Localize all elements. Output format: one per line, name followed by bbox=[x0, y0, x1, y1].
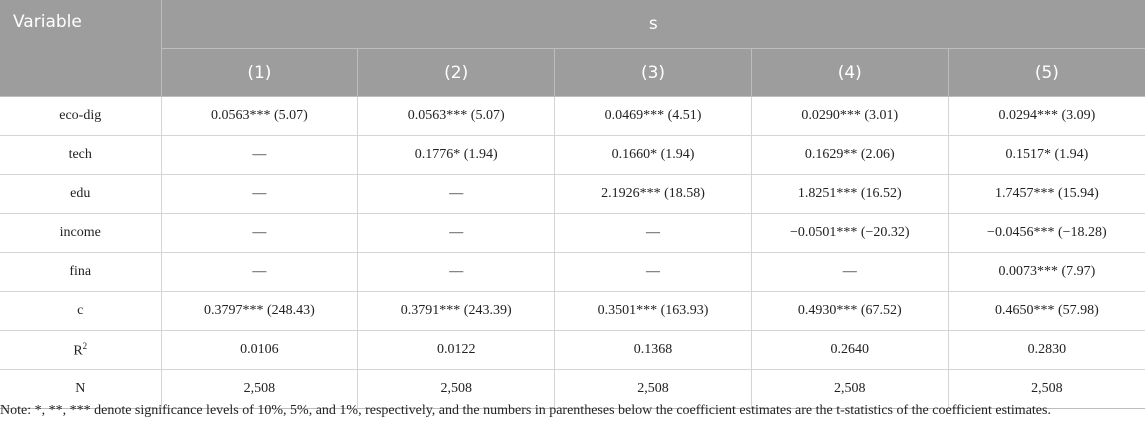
table-cell: — bbox=[161, 135, 359, 175]
table-cell: 0.0469*** (4.51) bbox=[554, 96, 752, 136]
table-cell: — bbox=[554, 252, 752, 292]
row-variable-name: tech bbox=[0, 135, 162, 175]
table-row: N 2,508 2,508 2,508 2,508 2,508 bbox=[0, 369, 1145, 409]
table-cell: 0.0563*** (5.07) bbox=[161, 96, 359, 136]
table-cell: 2,508 bbox=[161, 369, 359, 409]
r-squared-base: R bbox=[73, 343, 83, 359]
row-variable-name: income bbox=[0, 213, 162, 253]
row-variable-name: R2 bbox=[0, 330, 162, 370]
r-squared-superscript: 2 bbox=[82, 340, 88, 351]
table-cell: 0.1660* (1.94) bbox=[554, 135, 752, 175]
table-cell: — bbox=[357, 252, 556, 292]
row-variable-name: c bbox=[0, 291, 162, 331]
table-cell: −0.0456*** (−18.28) bbox=[948, 213, 1145, 253]
row-variable-name: fina bbox=[0, 252, 162, 292]
model-header: (1) bbox=[161, 48, 359, 97]
table-cell: 0.0073*** (7.97) bbox=[948, 252, 1145, 292]
table-cell: 0.4650*** (57.98) bbox=[948, 291, 1145, 331]
table-row: eco-dig 0.0563*** (5.07) 0.0563*** (5.07… bbox=[0, 96, 1145, 136]
table-row: income — — — −0.0501*** (−20.32) −0.0456… bbox=[0, 213, 1145, 253]
group-header: s bbox=[161, 0, 1145, 49]
table-cell: 2,508 bbox=[751, 369, 949, 409]
table-cell: 0.1776* (1.94) bbox=[357, 135, 556, 175]
table-cell: — bbox=[161, 174, 359, 214]
table-cell: −0.0501*** (−20.32) bbox=[751, 213, 949, 253]
table-cell: 0.3791*** (243.39) bbox=[357, 291, 556, 331]
model-header: (5) bbox=[948, 48, 1145, 97]
row-variable-name: eco-dig bbox=[0, 96, 162, 136]
header-row-group: Variable s bbox=[0, 0, 1145, 97]
table-cell: — bbox=[161, 213, 359, 253]
row-variable-name: edu bbox=[0, 174, 162, 214]
table-cell: 0.4930*** (67.52) bbox=[751, 291, 949, 331]
table-note: Note: *, **, *** denote significance lev… bbox=[0, 403, 1051, 418]
table-cell: — bbox=[161, 252, 359, 292]
table-cell: 0.1629** (2.06) bbox=[751, 135, 949, 175]
table-cell: 1.8251*** (16.52) bbox=[751, 174, 949, 214]
table-cell: 0.0563*** (5.07) bbox=[357, 96, 556, 136]
table-cell: 0.1368 bbox=[554, 330, 752, 370]
table-cell: — bbox=[751, 252, 949, 292]
table-cell: 0.0106 bbox=[161, 330, 359, 370]
table-cell: — bbox=[357, 213, 556, 253]
table-row: c 0.3797*** (248.43) 0.3791*** (243.39) … bbox=[0, 291, 1145, 331]
row-variable-name: N bbox=[0, 369, 162, 409]
table-cell: 2,508 bbox=[554, 369, 752, 409]
table-cell: 0.3797*** (248.43) bbox=[161, 291, 359, 331]
table-row: fina — — — — 0.0073*** (7.97) bbox=[0, 252, 1145, 292]
table-cell: 2.1926*** (18.58) bbox=[554, 174, 752, 214]
regression-table: Variable s (1) (2) (3) (4) (5) eco-dig 0… bbox=[0, 0, 1145, 409]
table-cell: 0.2640 bbox=[751, 330, 949, 370]
table-cell: 2,508 bbox=[948, 369, 1145, 409]
table-cell: 0.3501*** (163.93) bbox=[554, 291, 752, 331]
table-cell: 0.0294*** (3.09) bbox=[948, 96, 1145, 136]
table-row: tech — 0.1776* (1.94) 0.1660* (1.94) 0.1… bbox=[0, 135, 1145, 175]
model-header: (4) bbox=[751, 48, 949, 97]
table-cell: 0.1517* (1.94) bbox=[948, 135, 1145, 175]
table-cell: 0.0122 bbox=[357, 330, 556, 370]
header-row-models: (1) (2) (3) (4) (5) bbox=[0, 48, 1145, 97]
model-header: (2) bbox=[357, 48, 556, 97]
table-cell: 2,508 bbox=[357, 369, 556, 409]
table-cell: — bbox=[554, 213, 752, 253]
table-cell: 1.7457*** (15.94) bbox=[948, 174, 1145, 214]
model-header: (3) bbox=[554, 48, 752, 97]
table-cell: — bbox=[357, 174, 556, 214]
table-cell: 0.2830 bbox=[948, 330, 1145, 370]
table-row: edu — — 2.1926*** (18.58) 1.8251*** (16.… bbox=[0, 174, 1145, 214]
table-row: R2 0.0106 0.0122 0.1368 0.2640 0.2830 bbox=[0, 330, 1145, 370]
variable-header: Variable bbox=[0, 0, 162, 97]
table-cell: 0.0290*** (3.01) bbox=[751, 96, 949, 136]
